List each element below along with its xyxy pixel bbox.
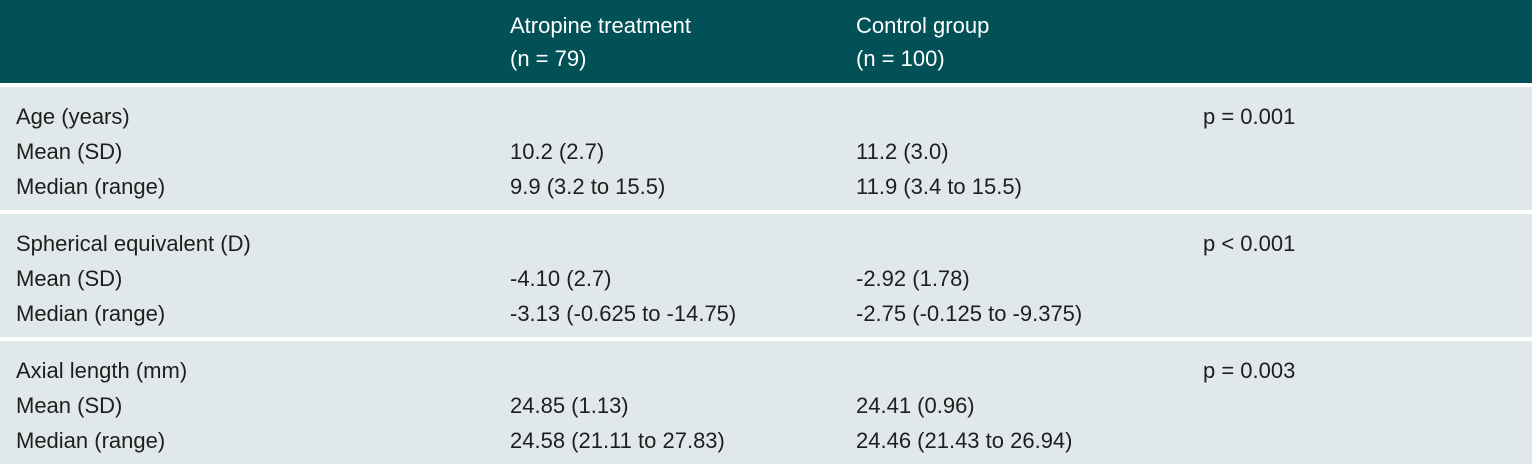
median-label: Median (range) [16, 174, 166, 199]
mean-control: 24.41 (0.96) [856, 393, 975, 418]
row-group-axial-length: Axial length (mm) p = 0.003 Mean (SD) 24… [0, 341, 1532, 464]
mean-atropine: 24.85 (1.13) [510, 393, 629, 418]
table-header: Atropine treatment (n = 79) Control grou… [0, 0, 1532, 83]
median-atropine: -3.13 (-0.625 to -14.75) [510, 301, 737, 326]
mean-control: 11.2 (3.0) [856, 139, 949, 164]
mean-control: -2.92 (1.78) [856, 266, 970, 291]
median-atropine: 9.9 (3.2 to 15.5) [510, 174, 666, 199]
p-value: p = 0.001 [1203, 104, 1296, 129]
median-label: Median (range) [16, 301, 166, 326]
row-group-age: Age (years) p = 0.001 Mean (SD) 10.2 (2.… [0, 87, 1532, 210]
median-control: -2.75 (-0.125 to -9.375) [856, 301, 1083, 326]
median-atropine: 24.58 (21.11 to 27.83) [510, 428, 725, 453]
p-value: p = 0.003 [1203, 358, 1296, 383]
header-control-count: (n = 100) [856, 46, 945, 71]
p-value: p < 0.001 [1203, 231, 1296, 256]
median-label: Median (range) [16, 428, 166, 453]
mean-atropine: -4.10 (2.7) [510, 266, 612, 291]
mean-atropine: 10.2 (2.7) [510, 139, 605, 164]
header-control-title: Control group [856, 13, 990, 38]
mean-label: Mean (SD) [16, 393, 123, 418]
median-control: 11.9 (3.4 to 15.5) [856, 174, 1022, 199]
group-title: Spherical equivalent (D) [16, 231, 251, 256]
mean-label: Mean (SD) [16, 139, 123, 164]
header-atropine-title: Atropine treatment [510, 13, 691, 38]
row-group-spherical-equivalent: Spherical equivalent (D) p < 0.001 Mean … [0, 214, 1532, 337]
median-control: 24.46 (21.43 to 26.94) [856, 428, 1073, 453]
group-title: Age (years) [16, 104, 130, 129]
header-atropine-count: (n = 79) [510, 46, 587, 71]
group-title: Axial length (mm) [16, 358, 188, 383]
mean-label: Mean (SD) [16, 266, 123, 291]
